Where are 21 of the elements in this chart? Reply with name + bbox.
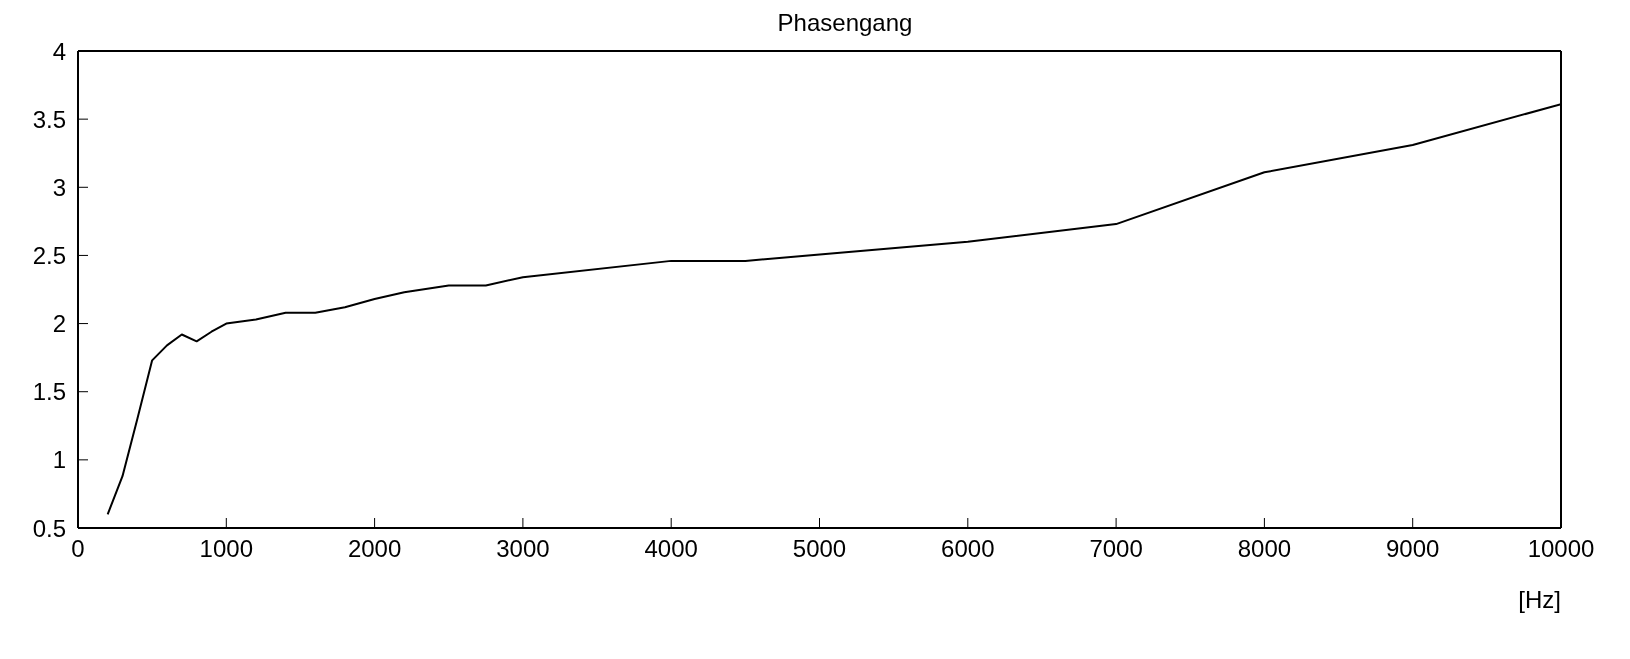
chart-title: Phasengang (776, 8, 914, 38)
x-tick-label: 0 (71, 535, 85, 563)
x-tick-label: 3000 (496, 535, 550, 563)
x-tick-label: 10000 (1527, 535, 1595, 563)
x-tick-label: 6000 (941, 535, 995, 563)
x-tick-label: 2000 (347, 535, 402, 563)
y-tick-label: 2.5 (32, 241, 66, 269)
x-tick-label: 1000 (199, 535, 253, 563)
y-tick-label: 3.5 (32, 105, 66, 133)
x-tick-label: 8000 (1237, 535, 1292, 563)
y-tick-label: 4 (52, 37, 66, 65)
x-tick-label: 5000 (792, 535, 847, 563)
x-tick-label: 7000 (1089, 535, 1143, 563)
y-tick-label: 3 (52, 173, 66, 201)
y-tick-label: 1.5 (32, 378, 66, 406)
y-tick-label: 0.5 (32, 514, 66, 542)
x-tick-label: 4000 (644, 535, 698, 563)
y-tick-label: 1 (52, 446, 66, 474)
y-tick-label: 2 (52, 310, 66, 338)
x-tick-label: 9000 (1386, 535, 1440, 563)
x-axis-title: [Hz] (1518, 586, 1561, 613)
